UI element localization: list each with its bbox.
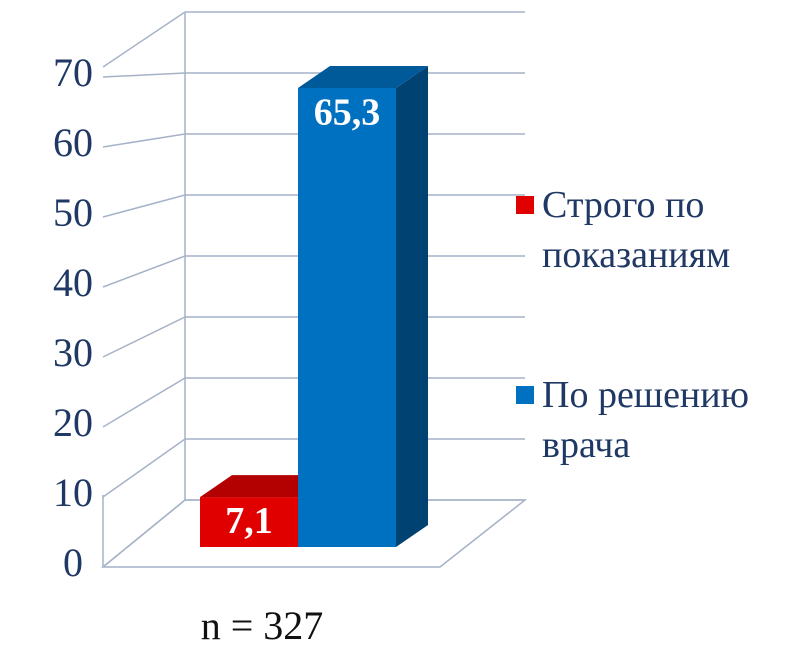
legend-label: По решению врача bbox=[542, 374, 749, 466]
legend-label: Строго по показаниям bbox=[542, 184, 731, 276]
bar-top bbox=[298, 65, 428, 88]
data-label: 65,3 bbox=[314, 92, 381, 134]
grid-line bbox=[102, 72, 525, 78]
legend-swatch bbox=[516, 386, 534, 404]
x-tick-label: n = 327 bbox=[201, 603, 324, 647]
grid-line bbox=[102, 11, 186, 68]
y-tick-label: 70 bbox=[53, 50, 93, 95]
bar bbox=[298, 87, 396, 547]
y-tick-label: 30 bbox=[53, 330, 93, 375]
bar bbox=[200, 497, 298, 547]
y-tick-label: 60 bbox=[53, 120, 93, 165]
y-tick-label: 0 bbox=[63, 540, 83, 585]
bar-side bbox=[396, 65, 428, 547]
y-tick-label: 50 bbox=[53, 190, 93, 235]
y-tick-label: 10 bbox=[53, 470, 93, 515]
data-label: 7,1 bbox=[225, 500, 273, 542]
bar-top bbox=[200, 475, 330, 498]
legend-swatch bbox=[516, 196, 534, 214]
y-tick-label: 40 bbox=[53, 260, 93, 305]
y-tick-label: 20 bbox=[53, 400, 93, 445]
